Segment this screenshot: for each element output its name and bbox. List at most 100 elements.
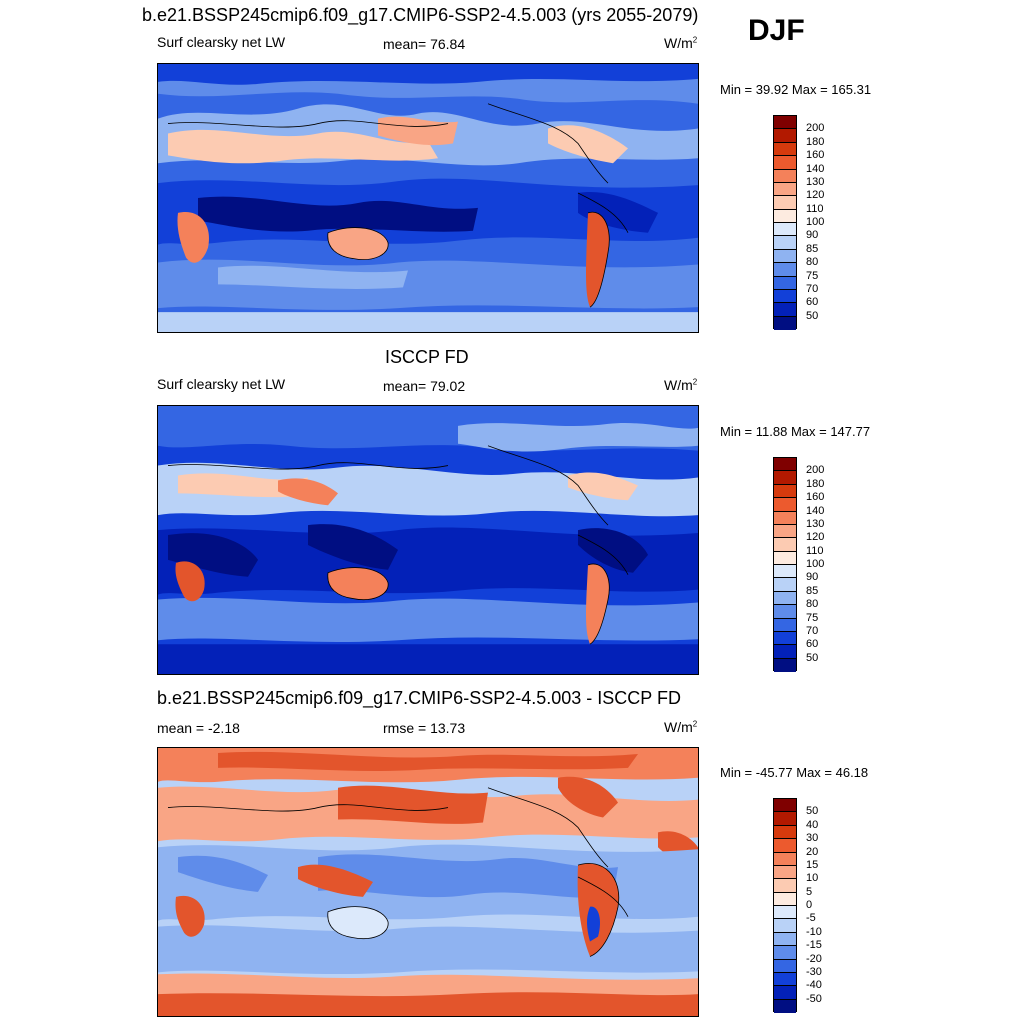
colorbar-tick-label: 130 <box>806 175 825 188</box>
colorbar-segment <box>774 169 796 183</box>
colorbar-tick-label: 90 <box>806 571 819 584</box>
colorbar-segment <box>774 498 796 512</box>
colorbar-tick-label: 70 <box>806 624 819 637</box>
colorbar-tick-label: 10 <box>806 872 819 885</box>
colorbar-tick-label: 140 <box>806 162 825 175</box>
colorbar-segment <box>774 839 796 853</box>
colorbar-tick-label: 180 <box>806 135 825 148</box>
colorbar-tick-label: -30 <box>806 965 822 978</box>
colorbar-segment <box>774 236 796 250</box>
colorbar-segment <box>774 458 796 472</box>
panel2-title: ISCCP FD <box>385 347 469 367</box>
colorbar-segment <box>774 276 796 290</box>
colorbar-tick-label: 20 <box>806 845 819 858</box>
colorbar-segment <box>774 156 796 170</box>
colorbar-segment <box>774 551 796 565</box>
colorbar-segment <box>774 999 796 1013</box>
colorbar-tick-label: 80 <box>806 256 819 269</box>
panel3-title: b.e21.BSSP245cmip6.f09_g17.CMIP6-SSP2-4.… <box>157 688 681 708</box>
colorbar-segment <box>774 919 796 933</box>
panel2-mean-label: mean= 79.02 <box>383 378 466 394</box>
colorbar-segment <box>774 565 796 579</box>
colorbar-segment <box>774 906 796 920</box>
colorbar-segment <box>774 578 796 592</box>
colorbar-segment <box>774 972 796 987</box>
panel3-colorbar <box>773 798 797 1013</box>
panel3-minmax: Min = -45.77 Max = 46.18 <box>720 765 869 780</box>
colorbar-segment <box>774 511 796 525</box>
colorbar-tick-label: 120 <box>806 531 825 544</box>
colorbar-segment <box>774 986 796 1000</box>
colorbar-tick-label: 50 <box>806 805 819 818</box>
colorbar-tick-label: -40 <box>806 979 822 992</box>
colorbar-segment <box>774 591 796 606</box>
colorbar-segment <box>774 799 796 813</box>
colorbar-tick-label: 70 <box>806 282 819 295</box>
colorbar-segment <box>774 879 796 893</box>
colorbar-segment <box>774 618 796 632</box>
panel2-colorbar <box>773 457 797 672</box>
panel3-units: W/m2 <box>664 719 698 735</box>
colorbar-tick-label: 60 <box>806 296 819 309</box>
colorbar-segment <box>774 645 796 659</box>
colorbar-segment <box>774 959 796 973</box>
colorbar-tick-label: -15 <box>806 939 822 952</box>
colorbar-tick-label: 100 <box>806 216 825 228</box>
colorbar-tick-label: 140 <box>806 504 825 517</box>
colorbar-segment <box>774 303 796 317</box>
colorbar-tick-label: 50 <box>806 651 819 664</box>
colorbar-tick-label: -5 <box>806 912 816 925</box>
panel1-title: b.e21.BSSP245cmip6.f09_g17.CMIP6-SSP2-4.… <box>142 5 699 25</box>
colorbar-segment <box>774 892 796 906</box>
colorbar-segment <box>774 538 796 552</box>
colorbar-tick-label: 80 <box>806 598 819 611</box>
colorbar-segment <box>774 631 796 646</box>
colorbar-tick-label: 120 <box>806 189 825 202</box>
colorbar-segment <box>774 658 796 672</box>
colorbar-segment <box>774 289 796 304</box>
colorbar-tick-label: 180 <box>806 477 825 490</box>
colorbar-segment <box>774 852 796 866</box>
colorbar-tick-label: 160 <box>806 149 825 162</box>
colorbar-tick-label: 200 <box>806 122 825 135</box>
colorbar-segment <box>774 116 796 130</box>
panel1-variable-label: Surf clearsky net LW <box>157 34 286 50</box>
colorbar-tick-label: 100 <box>806 558 825 570</box>
colorbar-segment <box>774 263 796 277</box>
colorbar-tick-label: 75 <box>806 269 819 282</box>
colorbar-tick-label: 85 <box>806 242 819 255</box>
colorbar-segment <box>774 209 796 223</box>
colorbar-tick-label: 40 <box>806 818 819 831</box>
colorbar-segment <box>774 524 796 539</box>
colorbar-segment <box>774 484 796 499</box>
colorbar-tick-label: 130 <box>806 517 825 530</box>
colorbar-tick-label: 75 <box>806 611 819 624</box>
colorbar-tick-label: 50 <box>806 309 819 322</box>
colorbar-segment <box>774 812 796 826</box>
colorbar-segment <box>774 865 796 880</box>
panel1-colorbar <box>773 115 797 330</box>
panel2-map <box>157 405 699 675</box>
colorbar-segment <box>774 605 796 619</box>
colorbar-tick-label: 60 <box>806 638 819 651</box>
colorbar-tick-label: -10 <box>806 925 822 938</box>
panel2-variable-label: Surf clearsky net LW <box>157 376 286 392</box>
panel3-rmse-label: rmse = 13.73 <box>383 720 466 736</box>
colorbar-tick-label: 160 <box>806 491 825 504</box>
colorbar-segment <box>774 946 796 960</box>
colorbar-segment <box>774 932 796 947</box>
panel1-mean-label: mean= 76.84 <box>383 36 466 52</box>
panel1-minmax: Min = 39.92 Max = 165.31 <box>720 82 872 97</box>
colorbar-tick-label: 30 <box>806 832 819 845</box>
season-label: DJF <box>748 14 805 47</box>
colorbar-tick-label: -50 <box>806 992 822 1005</box>
panel2-units: W/m2 <box>664 377 698 393</box>
panel3-map <box>157 747 699 1017</box>
colorbar-segment <box>774 316 796 330</box>
colorbar-segment <box>774 223 796 237</box>
colorbar-segment <box>774 471 796 485</box>
colorbar-tick-label: 15 <box>806 858 819 871</box>
panel1-units: W/m2 <box>664 35 698 51</box>
colorbar-segment <box>774 129 796 143</box>
colorbar-tick-label: 110 <box>806 544 824 557</box>
